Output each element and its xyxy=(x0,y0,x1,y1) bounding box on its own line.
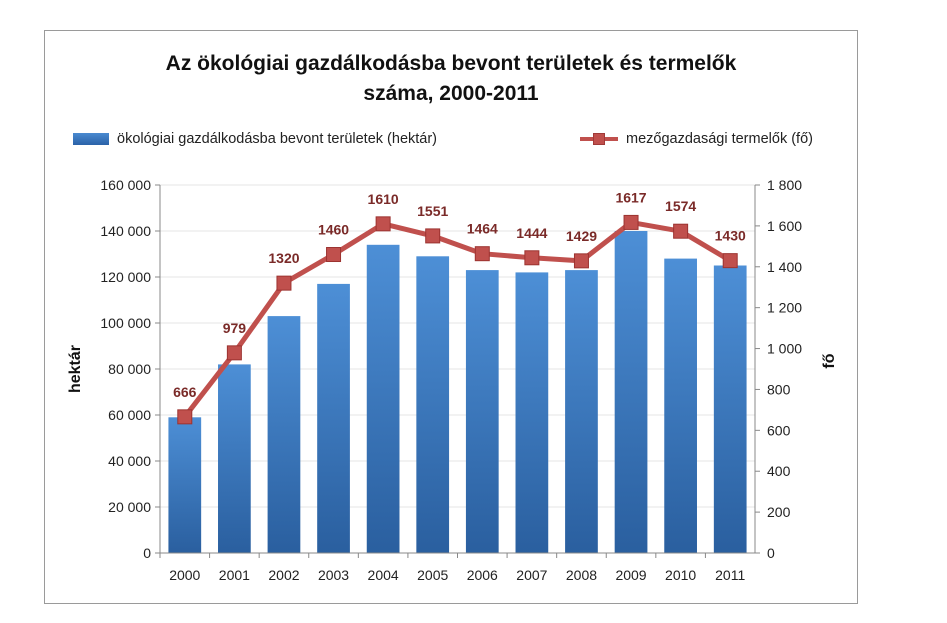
data-label-2004: 1610 xyxy=(368,191,399,207)
legend-bar-swatch xyxy=(73,133,109,145)
data-label-2002: 1320 xyxy=(268,250,299,266)
right-tick-label: 1 000 xyxy=(767,341,802,357)
x-tick-label: 2010 xyxy=(665,567,696,583)
x-tick-label: 2008 xyxy=(566,567,597,583)
left-tick-label: 0 xyxy=(143,545,151,561)
line-point-2009 xyxy=(623,214,639,230)
legend-label-line: mezőgazdasági termelők (fő) xyxy=(626,131,813,147)
bar-2003 xyxy=(317,283,350,553)
bar-2002 xyxy=(267,316,301,553)
left-tick-label: 120 000 xyxy=(100,269,151,285)
line-series-producers xyxy=(182,219,732,419)
right-tick-label: 600 xyxy=(767,422,791,438)
left-tick-label: 80 000 xyxy=(108,361,151,377)
data-label-2003: 1460 xyxy=(318,222,349,238)
right-tick-label: 0 xyxy=(767,545,775,561)
left-tick-label: 160 000 xyxy=(100,177,151,193)
right-tick-label: 400 xyxy=(767,463,791,479)
data-label-2010: 1574 xyxy=(665,198,696,214)
right-tick-label: 1 400 xyxy=(767,259,802,275)
bar-2004 xyxy=(366,244,400,554)
left-tick-label: 60 000 xyxy=(108,407,151,423)
data-label-2011: 1430 xyxy=(715,228,746,244)
bar-2008 xyxy=(565,270,598,553)
bar-2009 xyxy=(614,231,648,553)
bar-2007 xyxy=(515,272,549,553)
y-axis-title-right: fő xyxy=(821,353,838,368)
right-tick-label: 800 xyxy=(767,381,791,397)
data-label-2006: 1464 xyxy=(467,221,498,237)
x-tick-label: 2004 xyxy=(368,567,399,583)
left-tick-label: 100 000 xyxy=(100,315,151,331)
data-label-2000: 666 xyxy=(173,384,197,400)
line-point-2003 xyxy=(326,247,342,263)
data-label-2008: 1429 xyxy=(566,228,597,244)
line-point-2005 xyxy=(425,228,441,244)
x-tick-label: 2002 xyxy=(268,567,299,583)
x-tick-label: 2005 xyxy=(417,567,448,583)
left-tick-label: 20 000 xyxy=(108,499,151,515)
right-tick-label: 1 800 xyxy=(767,177,802,193)
x-tick-label: 2011 xyxy=(715,567,745,583)
x-tick-label: 2006 xyxy=(467,567,498,583)
legend-label-bars: ökológiai gazdálkodásba bevont területek… xyxy=(117,131,438,147)
legend: ökológiai gazdálkodásba bevont területek… xyxy=(73,131,853,153)
bar-2005 xyxy=(416,256,450,553)
data-label-2001: 979 xyxy=(223,320,247,336)
line-point-2010 xyxy=(673,223,689,239)
right-tick-label: 1 600 xyxy=(767,218,802,234)
line-point-2004 xyxy=(375,216,391,232)
data-label-2007: 1444 xyxy=(516,225,547,241)
line-point-2007 xyxy=(524,250,540,266)
right-tick-label: 1 200 xyxy=(767,300,802,316)
line-point-2002 xyxy=(276,275,292,291)
x-tick-label: 2003 xyxy=(318,567,349,583)
x-tick-label: 2007 xyxy=(516,567,547,583)
line-point-2006 xyxy=(474,246,490,262)
bar-2000 xyxy=(168,417,202,553)
line-point-2008 xyxy=(573,253,589,269)
data-label-2005: 1551 xyxy=(417,203,448,219)
chart-title-line-2: száma, 2000-2011 xyxy=(363,82,539,105)
x-tick-label: 2000 xyxy=(169,567,200,583)
chart-title-line-1: Az ökológiai gazdálkodásba bevont terüle… xyxy=(165,52,737,75)
line-point-2011 xyxy=(722,253,738,269)
x-tick-label: 2009 xyxy=(615,567,646,583)
x-tick-label: 2001 xyxy=(219,567,250,583)
bar-2006 xyxy=(465,270,499,553)
line-point-2001 xyxy=(226,345,242,361)
line-point-2000 xyxy=(177,409,193,425)
left-tick-label: 40 000 xyxy=(108,453,151,469)
chart-title: Az ökológiai gazdálkodásba bevont terüle… xyxy=(45,49,857,109)
bar-2001 xyxy=(218,364,251,553)
right-tick-label: 200 xyxy=(767,504,791,520)
bar-2010 xyxy=(664,258,697,553)
left-tick-label: 140 000 xyxy=(100,223,151,239)
legend-item-line: mezőgazdasági termelők (fő) xyxy=(580,131,813,147)
data-label-2009: 1617 xyxy=(615,189,646,205)
legend-line-swatch xyxy=(580,132,618,146)
bar-2011 xyxy=(713,265,747,553)
legend-item-bars: ökológiai gazdálkodásba bevont területek… xyxy=(73,131,437,147)
y-axis-title-left: hektár xyxy=(67,345,84,393)
